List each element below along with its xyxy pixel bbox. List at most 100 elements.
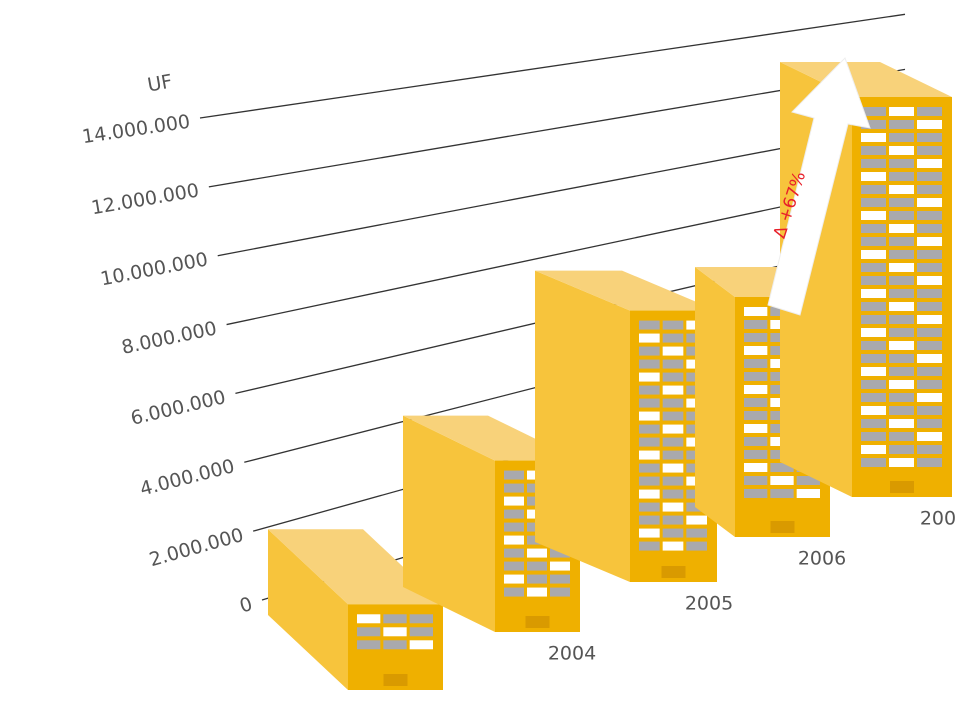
window	[861, 432, 886, 441]
window	[889, 276, 914, 285]
window	[504, 509, 524, 519]
window	[409, 614, 433, 624]
window	[917, 237, 942, 246]
window	[889, 159, 914, 168]
window	[861, 354, 886, 363]
window	[861, 159, 886, 168]
windows	[861, 107, 942, 493]
window	[662, 489, 684, 499]
window	[662, 359, 684, 369]
window	[796, 489, 820, 498]
window	[889, 237, 914, 246]
window	[550, 574, 570, 584]
window	[744, 385, 768, 394]
y-tick-label: 0	[237, 593, 255, 618]
window	[744, 398, 768, 407]
window	[527, 561, 547, 571]
window	[889, 263, 914, 272]
window	[639, 489, 660, 499]
y-tick-label: 8.000.000	[120, 317, 219, 359]
window	[917, 367, 942, 376]
window	[889, 289, 914, 298]
window	[383, 627, 407, 637]
window	[917, 107, 942, 116]
window	[861, 198, 886, 207]
window	[861, 250, 886, 259]
window	[861, 328, 886, 337]
bar-side	[403, 415, 495, 632]
bar-side	[535, 270, 630, 582]
window	[917, 185, 942, 194]
window	[917, 419, 942, 428]
window	[662, 411, 684, 421]
window	[917, 198, 942, 207]
window	[409, 640, 433, 650]
x-tick-label: 2005	[685, 593, 733, 615]
window	[861, 224, 886, 233]
window	[409, 627, 433, 637]
window	[550, 561, 570, 571]
window	[662, 320, 684, 330]
bar-side	[695, 267, 735, 537]
window	[744, 320, 768, 329]
window	[917, 458, 942, 467]
grid-line	[199, 13, 906, 119]
window	[889, 250, 914, 259]
door	[383, 674, 408, 686]
window	[889, 133, 914, 142]
bar-top	[535, 270, 717, 311]
window	[889, 146, 914, 155]
window	[662, 502, 684, 512]
window	[744, 424, 768, 433]
window	[889, 354, 914, 363]
window	[917, 328, 942, 337]
window	[504, 561, 524, 571]
window	[639, 359, 660, 369]
window	[686, 515, 707, 525]
window	[861, 406, 886, 415]
window	[861, 237, 886, 246]
window	[917, 120, 942, 129]
window	[861, 172, 886, 181]
window	[917, 276, 942, 285]
window	[550, 548, 570, 558]
door	[525, 616, 550, 628]
window	[861, 302, 886, 311]
window	[662, 424, 684, 434]
window	[917, 445, 942, 454]
window	[861, 276, 886, 285]
window	[889, 172, 914, 181]
window	[744, 489, 768, 498]
window	[889, 458, 914, 467]
window	[550, 587, 570, 597]
window	[662, 346, 684, 356]
window	[861, 120, 886, 129]
window	[662, 515, 684, 525]
y-axis-label: UF	[146, 71, 174, 97]
window	[917, 263, 942, 272]
y-tick-label: 6.000.000	[129, 386, 228, 429]
window	[889, 432, 914, 441]
window	[770, 489, 794, 498]
window	[639, 450, 660, 460]
window	[917, 406, 942, 415]
bar-side	[268, 529, 348, 690]
window	[639, 476, 660, 486]
window	[383, 614, 407, 624]
window	[889, 393, 914, 402]
window	[504, 548, 524, 558]
window	[744, 372, 768, 381]
window	[744, 333, 768, 342]
window	[889, 419, 914, 428]
window	[639, 372, 660, 382]
window	[861, 211, 886, 220]
x-tick-label: 2007	[920, 508, 955, 530]
window	[639, 346, 660, 356]
window	[889, 367, 914, 376]
window	[662, 528, 684, 538]
window	[504, 483, 524, 493]
window	[639, 333, 660, 343]
window	[662, 541, 684, 551]
window	[639, 515, 660, 525]
x-tick-label: 2003	[411, 701, 459, 703]
